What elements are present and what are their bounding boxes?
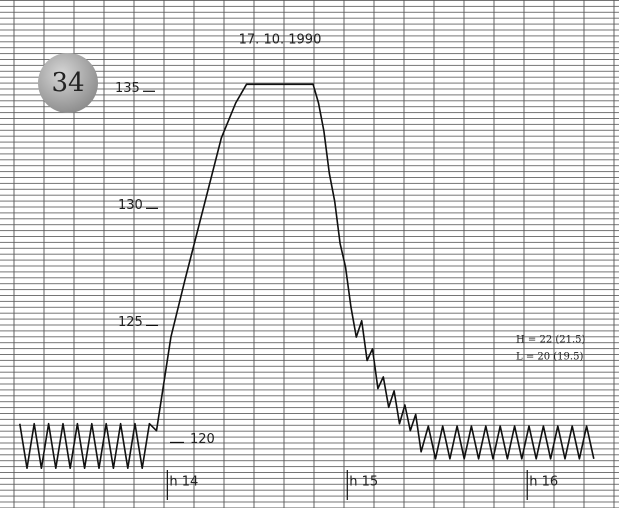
- y-tick-label: 135: [115, 81, 140, 96]
- y-tick-label: 130: [118, 198, 143, 213]
- x-tick-label: h 15: [349, 475, 378, 490]
- annotation: H = 22 (21.5): [516, 335, 586, 346]
- badge-number: 34: [51, 68, 84, 98]
- y-tick-label: 125: [118, 315, 143, 330]
- chart: 34 17. 10. 1990 H = 22 (21.5) L = 20 (19…: [0, 0, 619, 508]
- chart-title: 17. 10. 1990: [239, 33, 322, 48]
- annotation: L = 20 (19.5): [516, 352, 583, 363]
- y-tick-label: 120: [190, 432, 215, 447]
- x-tick-label: h 14: [169, 475, 198, 490]
- x-tick-label: h 16: [529, 475, 558, 490]
